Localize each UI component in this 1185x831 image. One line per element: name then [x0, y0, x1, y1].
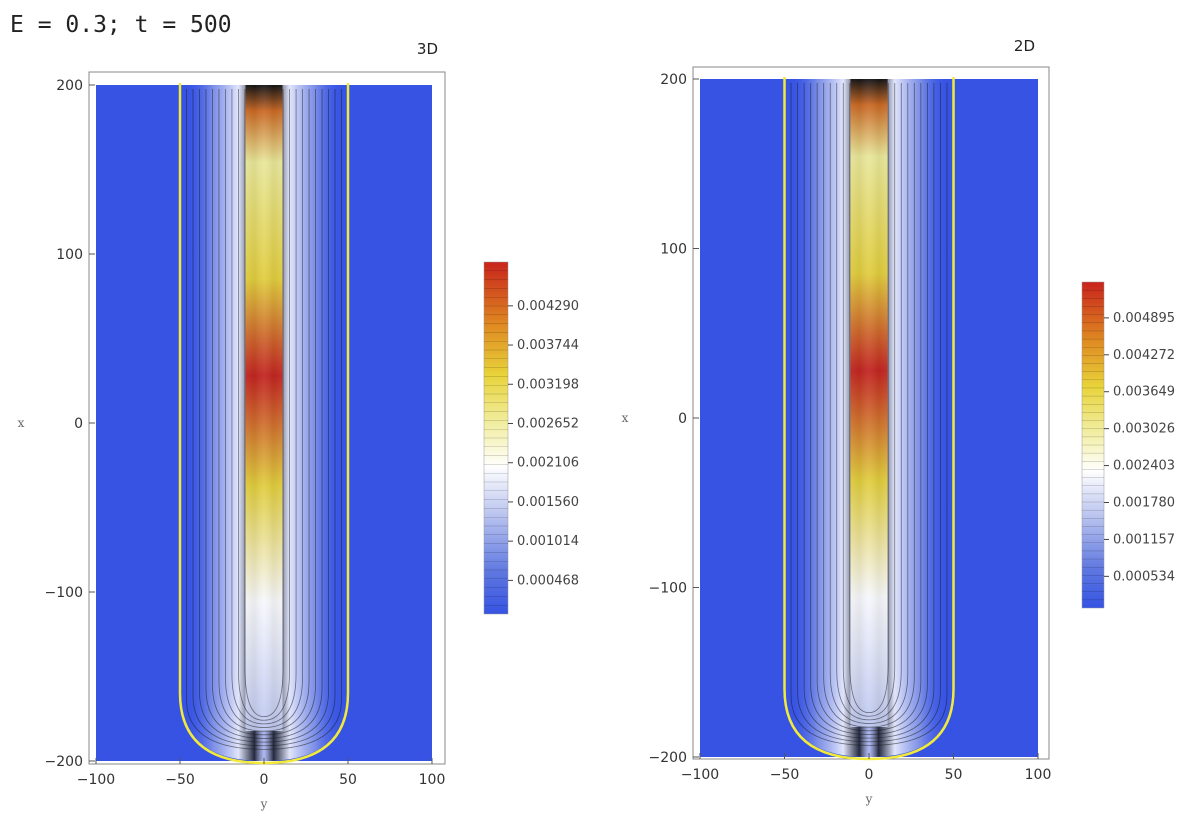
- y-tick-label: 200: [660, 72, 687, 88]
- x-axis-label: y: [260, 797, 268, 811]
- x-tick-label: 50: [945, 767, 963, 783]
- colorbar-label: 0.001014: [517, 534, 579, 549]
- colorbar-label: 0.001780: [1113, 495, 1175, 510]
- panel-title: 2D: [1014, 37, 1035, 55]
- x-tick-label: −50: [165, 772, 195, 788]
- x-tick-label: 100: [1025, 767, 1052, 783]
- y-tick-label: 0: [74, 416, 83, 432]
- contour-line: [192, 89, 336, 747]
- colorbar-label: 0.002652: [517, 416, 579, 431]
- chart-panel-3d: −100 −50 0 50 100 −200 −100 0 100 200 y x 3D 0.004290…: [18, 40, 579, 811]
- contour-line: [218, 89, 310, 732]
- colorbar-label: 0.004290: [517, 299, 579, 314]
- header-label: E = 0.3; t = 500: [10, 12, 232, 38]
- x-tick-label: 0: [260, 772, 269, 788]
- contour-line: [803, 83, 935, 739]
- x-tick-label: −50: [770, 767, 800, 783]
- colorbar-label: 0.003026: [1113, 422, 1175, 437]
- contour-line: [816, 83, 922, 732]
- x-tick-label: 100: [419, 772, 446, 788]
- y-tick-label: −100: [649, 581, 687, 597]
- contour-line: [829, 83, 909, 724]
- colorbar-label: 0.001157: [1113, 532, 1175, 547]
- y-axis-label: x: [622, 411, 629, 425]
- colorbar-label: 0.003744: [517, 338, 579, 353]
- x-tick-label: 50: [339, 772, 357, 788]
- x-tick-label: −100: [681, 767, 719, 783]
- colorbar-label: 0.002106: [517, 456, 579, 471]
- contour-line: [810, 83, 928, 735]
- contour-line: [797, 83, 941, 743]
- contour-line: [212, 89, 316, 736]
- y-tick-label: 100: [660, 242, 687, 258]
- colorbar: [1081, 281, 1105, 609]
- colorbar-label: 0.004272: [1113, 348, 1175, 363]
- x-tick-label: 0: [865, 767, 874, 783]
- contour-line: [186, 89, 342, 750]
- density-core: [245, 85, 283, 731]
- colorbar-label: 0.003198: [517, 377, 579, 392]
- y-tick-label: 200: [56, 78, 83, 94]
- chart-panel-2d: −100 −50 0 50 100−200−1000100200yx2D0.004895…: [622, 37, 1175, 806]
- colorbar-label: 0.003649: [1113, 385, 1175, 400]
- contour-line: [823, 83, 915, 728]
- contour-line: [199, 89, 329, 743]
- contour-line: [244, 89, 284, 718]
- density-core: [850, 79, 888, 727]
- y-tick-label: −100: [45, 585, 83, 601]
- contour-line: [849, 83, 889, 714]
- y-tick-label: −200: [649, 750, 687, 766]
- colorbar-label: 0.000534: [1113, 569, 1175, 584]
- contour-line: [231, 89, 297, 725]
- y-tick-label: 0: [678, 411, 687, 427]
- contour-line: [225, 89, 303, 728]
- contour-line: [238, 89, 290, 721]
- colorbar-label: 0.002403: [1113, 459, 1175, 474]
- y-tick-label: 100: [56, 247, 83, 263]
- panel-title: 3D: [417, 40, 438, 58]
- contour-line: [205, 89, 323, 739]
- colorbar-label: 0.000468: [517, 573, 579, 588]
- x-tick-label: −100: [77, 772, 115, 788]
- y-axis-label: x: [18, 416, 25, 430]
- colorbar-label: 0.004895: [1113, 311, 1175, 326]
- contour-line: [790, 83, 948, 746]
- colorbar: [483, 261, 509, 615]
- contour-line: [842, 83, 896, 717]
- colorbar-label: 0.001560: [517, 495, 579, 510]
- y-tick-label: −200: [45, 754, 83, 770]
- x-axis-label: y: [865, 792, 873, 806]
- contour-line: [836, 83, 902, 721]
